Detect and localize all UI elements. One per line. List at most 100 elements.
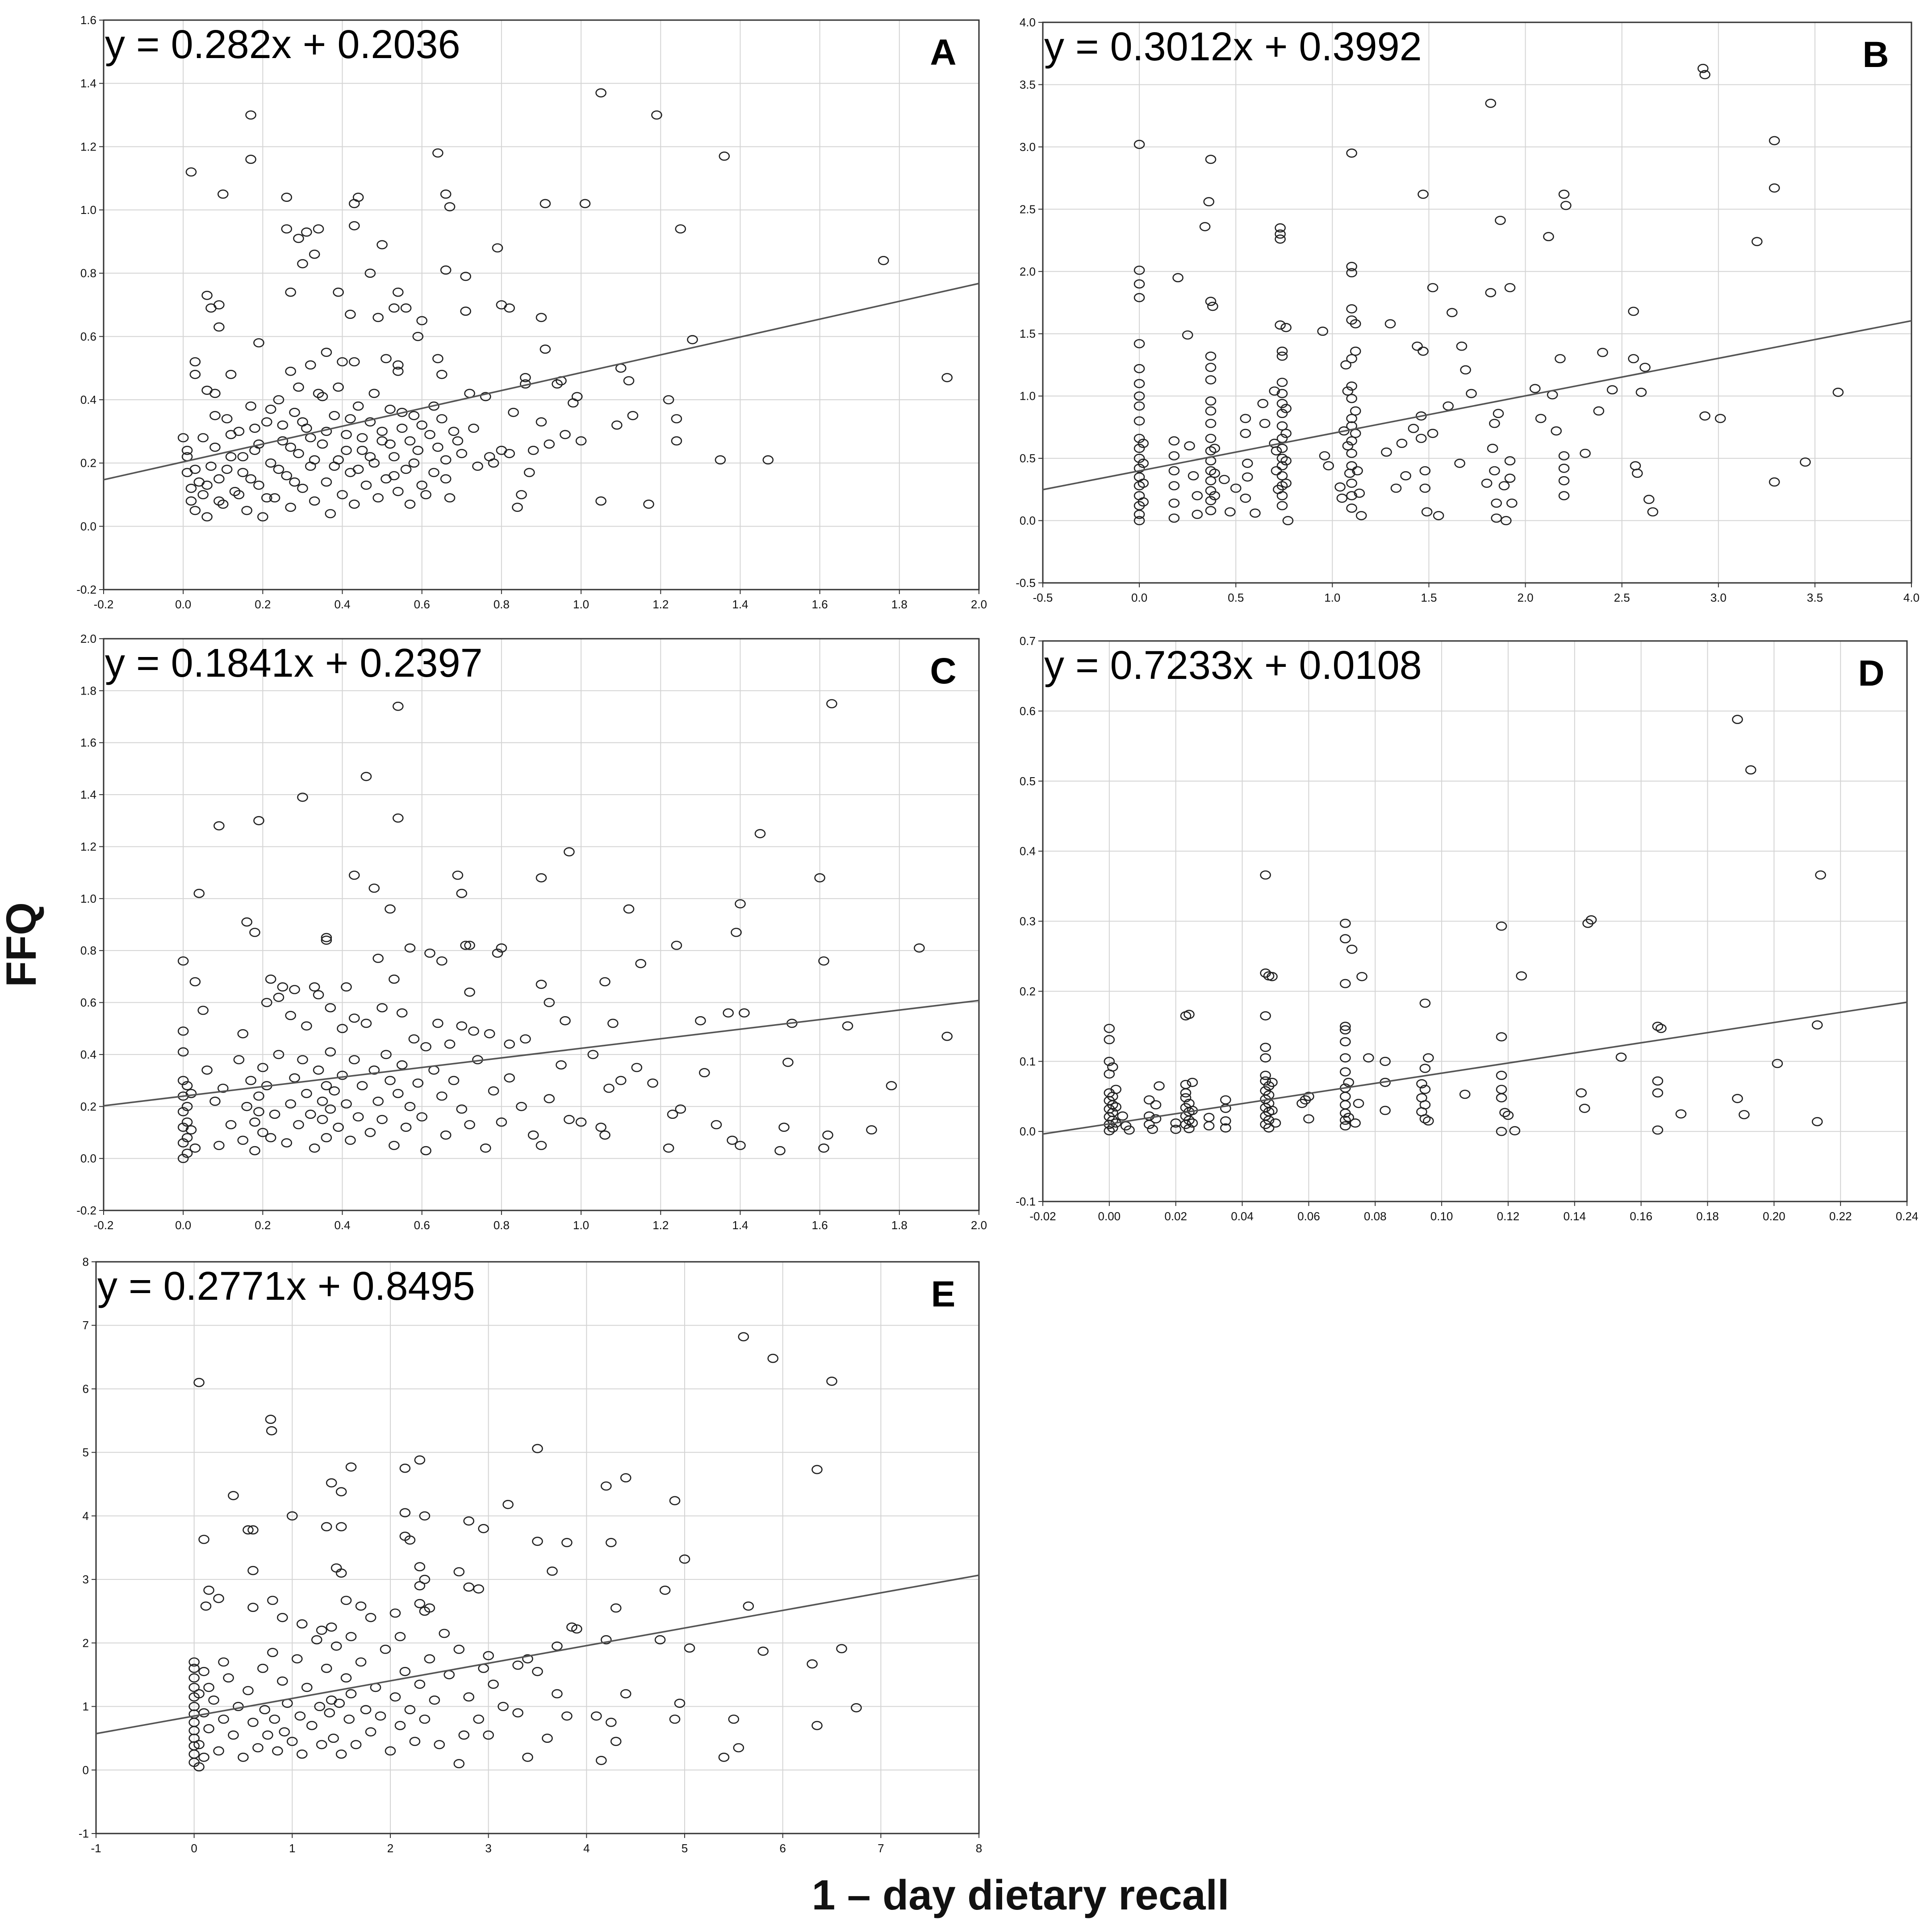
panel-b-data-point	[1832, 387, 1844, 397]
panel-b-data-point	[1346, 148, 1357, 158]
panel-a-data-point	[424, 430, 435, 440]
panel-c-data-point	[595, 1122, 606, 1132]
panel-a-data-point	[189, 465, 201, 474]
panel-b-data-point	[1346, 503, 1357, 513]
panel-b-data-point	[1447, 308, 1458, 318]
panel-a-data-point	[504, 449, 515, 458]
panel-a-data-point	[185, 484, 197, 493]
panel-d-data-point	[1180, 1088, 1192, 1098]
panel-d-data-point	[1496, 1093, 1507, 1103]
panel-e-data-point	[238, 1753, 249, 1762]
panel-b-data-point	[1182, 330, 1193, 340]
panel-b-regression-line	[1042, 320, 1912, 490]
panel-e-data-point	[478, 1524, 489, 1533]
panel-c-data-point	[436, 1091, 447, 1101]
panel-b-data-point	[1242, 472, 1253, 482]
panel-a-data-point	[516, 490, 527, 499]
panel-e-frame	[95, 1261, 980, 1834]
panel-b-data-point	[1133, 416, 1145, 426]
panel-c-data-point	[181, 1117, 193, 1127]
panel-c-data-point	[420, 1042, 431, 1051]
panel-c-data-point	[277, 982, 289, 992]
panel-c-data-point	[185, 1125, 197, 1135]
panel-e-data-point	[188, 1663, 200, 1673]
panel-c-data-point	[325, 1047, 336, 1057]
panel-b-data-point	[1205, 363, 1217, 372]
panel-a-data-point	[321, 347, 332, 357]
panel-d-data-point	[1220, 1104, 1231, 1113]
panel-b-data-point	[1543, 232, 1554, 242]
panel-a-x-tick-label: 0.8	[493, 598, 510, 611]
panel-d-data-point	[1180, 1093, 1192, 1103]
panel-b-data-point	[1205, 352, 1217, 361]
panel-a-data-point	[277, 420, 289, 430]
panel-c-x-tick-label: 1.4	[732, 1218, 748, 1232]
panel-e-x-tick-label: -1	[91, 1842, 101, 1855]
panel-d-x-tick-label: 0.04	[1231, 1210, 1254, 1223]
panel-c-data-point	[249, 1117, 260, 1127]
panel-e-data-point	[335, 1749, 347, 1759]
panel-b-data-point	[1133, 401, 1145, 411]
panel-a-x-tick-label: 1.2	[652, 598, 669, 611]
panel-d-data-point	[1340, 1067, 1351, 1077]
panel-b-chart: -0.5 0.0 0.5 1.0 1.5 2.0 2.5 3.0 3.5 4.0 -0.5 0.0 0.…	[1016, 16, 1919, 604]
panel-a-data-point	[293, 449, 304, 458]
panel-a-data-point	[352, 465, 364, 474]
panel-a-data-point	[257, 512, 268, 522]
panel-c-data-point	[731, 928, 742, 937]
panel-b-data-point	[1319, 451, 1330, 461]
panel-d-data-point	[1340, 918, 1351, 928]
panel-a-y-tick-label: 1.2	[80, 140, 96, 153]
panel-a-data-point	[440, 474, 452, 484]
panel-d-data-point	[1104, 1126, 1115, 1135]
panel-b-data-point	[1199, 222, 1211, 231]
panel-c-data-point	[333, 1122, 344, 1132]
panel-e-data-point	[389, 1692, 401, 1702]
panel-b-data-point	[1209, 469, 1220, 478]
panel-e-data-point	[208, 1696, 219, 1705]
panel-a-data-point	[317, 392, 328, 402]
panel-c-data-point	[193, 888, 205, 898]
panel-e-data-point	[414, 1581, 426, 1591]
panel-b-data-point	[1408, 423, 1419, 433]
panel-c-data-point	[599, 977, 611, 987]
panel-e-data-point	[193, 1762, 205, 1771]
panel-e-data-point	[414, 1455, 426, 1465]
panel-c-data-point	[392, 1089, 404, 1098]
panel-c-data-point	[273, 1050, 284, 1059]
panel-a-data-point	[289, 407, 300, 417]
panel-e-data-point	[757, 1646, 769, 1656]
panel-c-data-point	[535, 980, 547, 989]
panel-e-data-point	[335, 1522, 347, 1532]
panel-a-data-point	[376, 240, 388, 250]
panel-c-x-tick-label: 1.6	[812, 1218, 828, 1232]
panel-e-data-point	[294, 1711, 306, 1721]
panel-b-data-point	[1276, 389, 1288, 398]
panel-b-data-point	[1168, 436, 1180, 446]
panel-c-data-point	[575, 1117, 587, 1127]
panel-b-y-tick-label: 2.0	[1020, 265, 1036, 278]
panel-b-data-point	[1276, 444, 1288, 453]
panel-a-data-point	[456, 449, 468, 458]
panel-a-x-tick-label: 1.6	[812, 598, 828, 611]
panel-b-x-tick-label: 1.0	[1324, 591, 1340, 604]
panel-a-data-point	[508, 407, 519, 417]
panel-b-data-point	[1242, 459, 1253, 468]
panel-b-data-point	[1172, 273, 1183, 283]
panel-c-data-point	[385, 1076, 396, 1085]
panel-c-data-point	[309, 982, 320, 992]
panel-d-y-tick-label: 0.7	[1020, 634, 1036, 648]
panel-a-data-point	[400, 303, 412, 313]
panel-c-data-point	[233, 1055, 245, 1064]
panel-a-y-tick-label: -0.2	[76, 583, 96, 596]
panel-e-data-point	[279, 1727, 290, 1737]
panel-a-data-point	[253, 338, 264, 347]
panel-e-data-point	[414, 1562, 426, 1571]
panel-c-data-point	[372, 1097, 384, 1106]
panel-c-data-point	[285, 1099, 297, 1109]
panel-d-y-tick-label: 0.6	[1020, 704, 1036, 718]
panel-d-equation: y = 0.7233x + 0.0108	[1044, 643, 1422, 688]
panel-a-data-point	[197, 490, 209, 499]
panel-c-data-point	[492, 948, 503, 958]
panel-b-data-point	[1350, 406, 1361, 416]
